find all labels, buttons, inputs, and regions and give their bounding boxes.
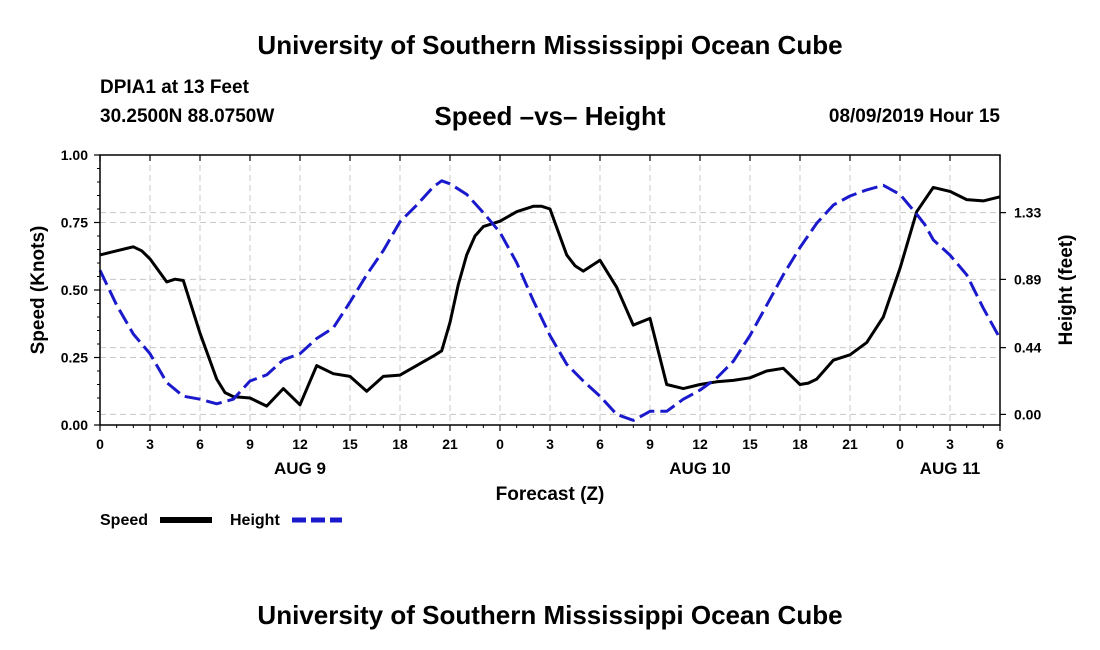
x-tick-label: 3 [546, 436, 554, 452]
x-tick-label: 0 [496, 436, 504, 452]
y2-axis-title: Height (feet) [1056, 235, 1077, 346]
x-tick-label: 9 [646, 436, 654, 452]
axis-layer: 0 3 6 9 12 15 18 21 0 3 6 9 12 15 18 21 0 3 6 0.00 0.25 0.50 0… [61, 147, 1042, 478]
y-tick-label: 0.75 [61, 215, 88, 231]
header-title: University of Southern Mississippi Ocean… [257, 30, 843, 60]
x-tick-label: 12 [292, 436, 308, 452]
y-tick-label: 0.00 [61, 417, 88, 433]
y2-tick-label: 1.33 [1014, 205, 1041, 221]
x-tick-label: 6 [996, 436, 1004, 452]
forecast-timestamp: 08/09/2019 Hour 15 [828, 106, 1000, 127]
x-tick-label: 18 [392, 436, 408, 452]
x-tick-label: 15 [342, 436, 358, 452]
y-tick-label: 1.00 [61, 147, 88, 163]
date-label: AUG 10 [669, 459, 730, 478]
y2-tick-label: 0.00 [1014, 406, 1041, 422]
grid-layer [100, 155, 1000, 425]
station-id: DPIA1 at 13 Feet [100, 77, 249, 98]
station-coordinates: 30.2500N 88.0750W [100, 106, 275, 127]
x-tick-label: 6 [596, 436, 604, 452]
legend-speed-label: Speed [100, 512, 148, 529]
x-tick-label: 21 [842, 436, 858, 452]
y2-tick-label: 0.44 [1014, 340, 1041, 356]
x-tick-label: 3 [946, 436, 954, 452]
y-tick-label: 0.50 [61, 282, 88, 298]
x-tick-label: 6 [196, 436, 204, 452]
x-tick-label: 0 [96, 436, 104, 452]
x-axis-title: Forecast (Z) [496, 484, 605, 505]
x-tick-label: 21 [442, 436, 458, 452]
x-tick-label: 0 [896, 436, 904, 452]
x-tick-label: 3 [146, 436, 154, 452]
x-tick-label: 15 [742, 436, 758, 452]
x-tick-label: 12 [692, 436, 708, 452]
speed-series-line [99, 185, 1001, 408]
series-layer [98, 179, 1002, 422]
chart-title: Speed –vs– Height [434, 101, 666, 131]
date-label: AUG 11 [920, 459, 980, 478]
legend: Speed Height [100, 512, 342, 529]
y-tick-label: 0.25 [61, 350, 88, 366]
x-tick-label: 9 [246, 436, 254, 452]
y2-tick-label: 0.89 [1014, 271, 1041, 287]
footer-title: University of Southern Mississippi Ocean… [257, 600, 843, 630]
date-label: AUG 9 [274, 459, 326, 478]
legend-height-label: Height [230, 512, 280, 529]
x-tick-label: 18 [792, 436, 808, 452]
y-axis-title: Speed (Knots) [28, 226, 49, 355]
